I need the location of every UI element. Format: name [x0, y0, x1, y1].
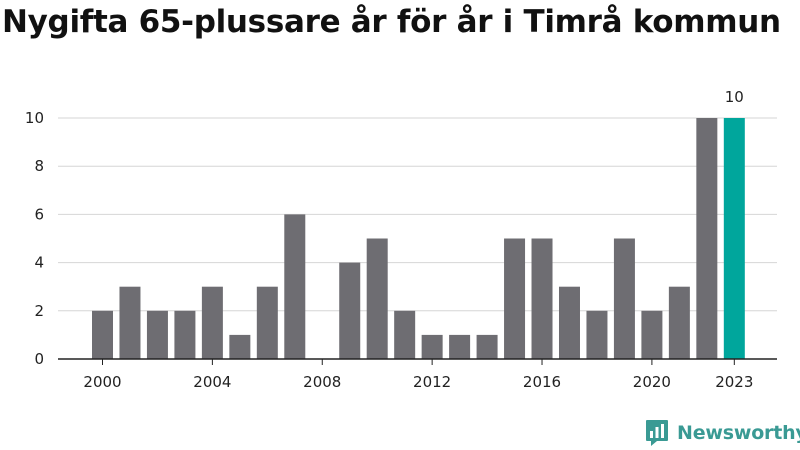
x-tick-label: 2000	[83, 373, 121, 391]
x-tick-label: 2023	[715, 373, 753, 391]
x-tick-label: 2016	[523, 373, 561, 391]
bar-2022	[696, 118, 718, 359]
brand-logo: Newsworthy	[645, 419, 800, 447]
bar-2014	[476, 334, 498, 359]
bar-2009	[339, 262, 361, 359]
newsworthy-logo-icon	[646, 420, 668, 446]
bar-2002	[146, 310, 168, 359]
bar-2012	[421, 334, 443, 359]
bar-2015	[504, 238, 526, 359]
y-tick-label: 8	[34, 157, 44, 175]
bar-2005	[229, 334, 251, 359]
bar-2023	[723, 118, 745, 359]
brand-name: Newsworthy	[677, 422, 800, 444]
bar-2004	[201, 286, 223, 359]
bar-2010	[366, 238, 388, 359]
value-labels: 10	[725, 88, 744, 106]
bars	[92, 118, 745, 359]
x-tick-label: 2012	[413, 373, 451, 391]
gridlines	[58, 117, 777, 312]
bar-2013	[449, 334, 471, 359]
bar-2021	[668, 286, 690, 359]
bar-2001	[119, 286, 141, 359]
bar-2003	[174, 310, 196, 359]
bar-2018	[586, 310, 608, 359]
y-tick-label: 0	[34, 350, 44, 368]
y-tick-label: 2	[34, 302, 44, 320]
y-axis: 0 2 4 6 8 10	[25, 109, 44, 368]
bar-2006	[256, 286, 278, 359]
y-tick-label: 4	[34, 254, 44, 272]
y-tick-label: 6	[34, 205, 44, 223]
bar-2011	[394, 310, 416, 359]
bar-2016	[531, 238, 553, 359]
chart-title: Nygifta 65-plussare år för år i Timrå ko…	[2, 4, 781, 40]
bar-2020	[641, 310, 663, 359]
x-tick-label: 2004	[193, 373, 231, 391]
bar-2000	[92, 310, 113, 359]
bar-2017	[558, 286, 580, 359]
x-axis: 2000 2004 2008 2012 2016 2020 2023	[58, 358, 777, 391]
y-tick-label: 10	[25, 109, 44, 127]
bar-chart: 0 2 4 6 8 10 2000 2004 2008 2012 2016 2020 2023 10	[25, 88, 777, 391]
value-label-2023: 10	[725, 88, 744, 106]
x-tick-label: 2020	[633, 373, 671, 391]
x-tick-label: 2008	[303, 373, 341, 391]
bar-2019	[613, 238, 635, 359]
bar-2007	[284, 214, 306, 359]
